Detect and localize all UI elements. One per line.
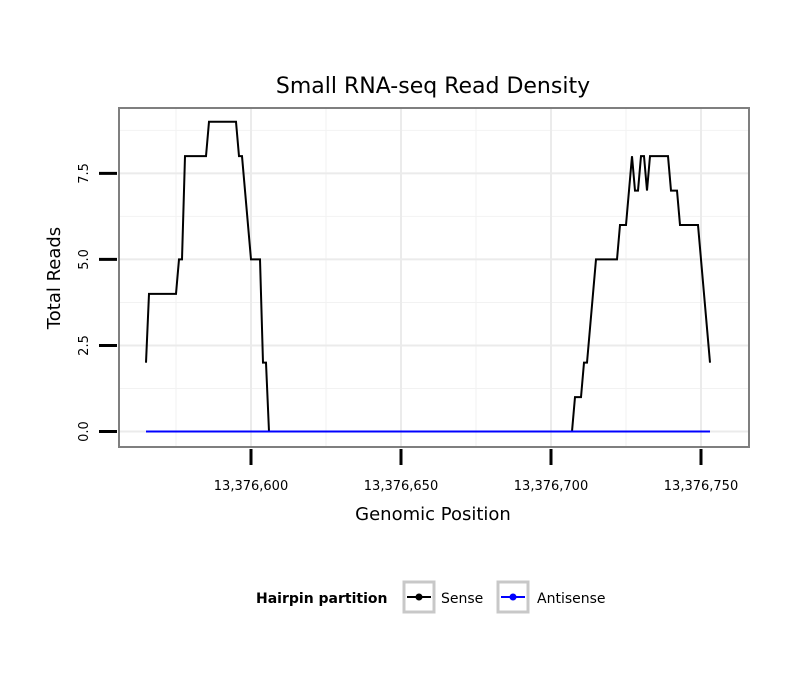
chart-title: Small RNA-seq Read Density: [276, 74, 590, 99]
y-tick-label: 5.0: [77, 249, 92, 270]
legend-label-sense: Sense: [441, 591, 483, 607]
y-tick-label: 2.5: [77, 335, 92, 356]
legend-item-sense[interactable]: Sense: [402, 580, 483, 614]
y-tick-label: 7.5: [77, 163, 92, 184]
plot-background: [119, 108, 749, 447]
y-axis-title: Total Reads: [44, 227, 65, 330]
x-tick-label: 13,376,700: [514, 479, 588, 494]
plot-border: [118, 107, 750, 448]
x-axis: 13,376,600 13,376,650 13,376,700 13,376,750: [214, 449, 738, 494]
legend-dot-antisense: [509, 593, 517, 601]
x-axis-title: Genomic Position: [355, 504, 511, 525]
y-tick-label: 0.0: [77, 421, 92, 442]
series-layer: [145, 120, 711, 433]
legend: Hairpin partition Sense Antisense: [256, 580, 606, 614]
x-tick-label: 13,376,650: [364, 479, 438, 494]
x-tick-label: 13,376,750: [664, 479, 738, 494]
series-line-sense: [145, 120, 711, 433]
plot-panel: [118, 107, 750, 448]
legend-title: Hairpin partition: [256, 591, 387, 607]
legend-dot-sense: [415, 593, 423, 601]
legend-label-antisense: Antisense: [537, 591, 606, 607]
y-axis: 0.0 2.5 5.0 7.5: [77, 163, 117, 442]
legend-item-antisense[interactable]: Antisense: [496, 580, 606, 614]
x-tick-label: 13,376,600: [214, 479, 288, 494]
